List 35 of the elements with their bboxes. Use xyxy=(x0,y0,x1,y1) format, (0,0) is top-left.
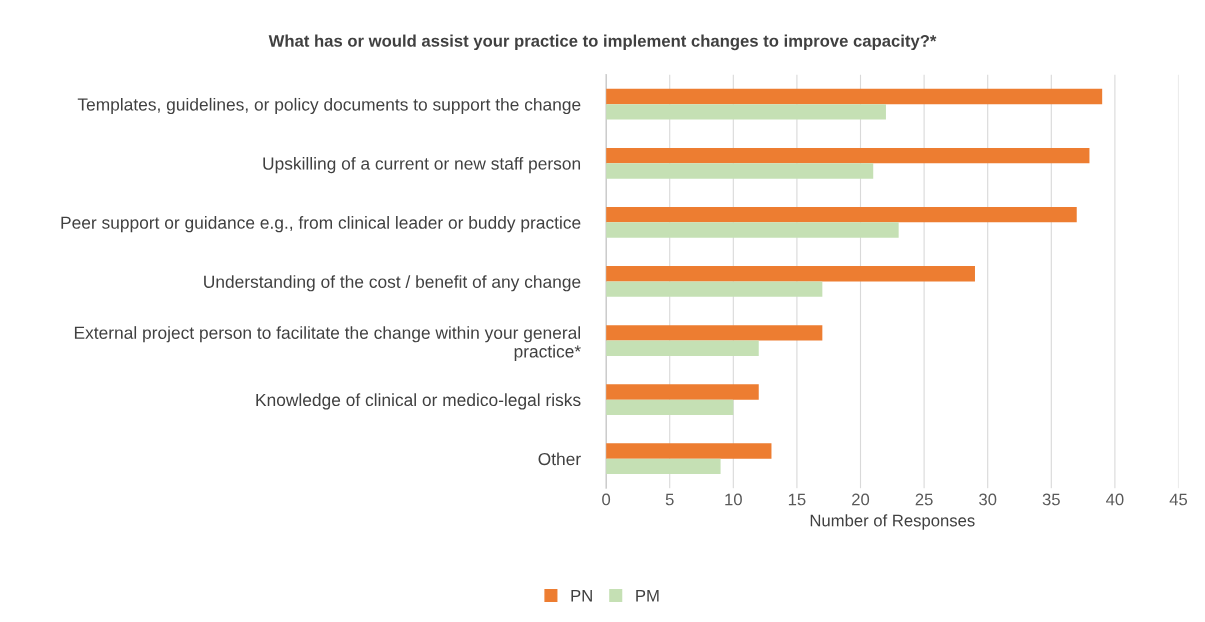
y-tick-label: Templates, guidelines, or policy documents to support the change xyxy=(77,97,581,115)
x-tick-label: 45 xyxy=(1169,493,1188,506)
bar xyxy=(606,399,734,415)
y-tick-label: Peer support or guidance e.g., from clinical leader or buddy practice xyxy=(61,216,581,233)
x-axis-title: Number of Responses xyxy=(810,514,975,530)
bar xyxy=(606,163,874,179)
y-tick-label: External project person to facilitate the change within your general practice* xyxy=(74,326,581,362)
bar xyxy=(606,443,772,459)
x-tick-label: 40 xyxy=(1106,493,1124,506)
bar xyxy=(606,147,1090,164)
bar xyxy=(606,325,823,341)
bar xyxy=(606,266,975,282)
legend-label: PN xyxy=(571,589,592,602)
y-tick-label: Knowledge of clinical or medico-legal risks xyxy=(256,393,581,410)
x-tick-label: 20 xyxy=(852,493,870,506)
bar xyxy=(606,340,759,356)
x-tick-label: 30 xyxy=(979,493,997,506)
x-tick-label: 5 xyxy=(665,493,674,506)
legend-label: PM xyxy=(636,589,659,602)
x-tick-label: 35 xyxy=(1042,493,1060,506)
y-tick-label: Understanding of the cost / benefit of any change xyxy=(204,275,581,292)
bar xyxy=(606,88,1103,105)
chart-title: What has or would assist your practice to implement changes to improve capacity?* xyxy=(268,34,937,51)
bar xyxy=(606,384,759,400)
bar xyxy=(606,281,823,297)
y-tick-label: Upskilling of a current or new staff person xyxy=(263,156,581,174)
x-tick-label: 0 xyxy=(602,493,611,506)
bar xyxy=(606,207,1077,223)
x-tick-label: 10 xyxy=(725,493,742,506)
x-tick-label: 15 xyxy=(788,493,806,506)
y-tick-label: Other xyxy=(538,452,581,466)
bar xyxy=(606,104,886,120)
x-tick-label: 25 xyxy=(915,493,933,506)
bar xyxy=(606,458,721,475)
bar xyxy=(606,222,899,238)
